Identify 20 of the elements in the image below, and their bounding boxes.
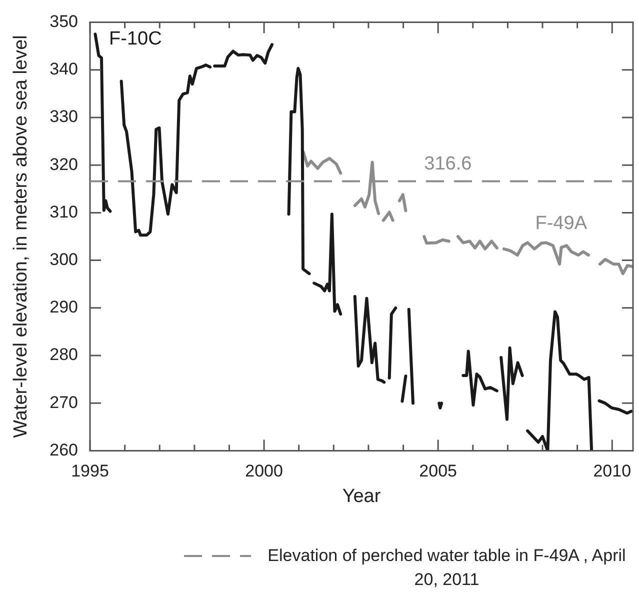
x-tick-label: 2010 <box>593 462 632 481</box>
x-tick-label: 1995 <box>71 462 109 481</box>
y-tick-label: 300 <box>50 250 78 269</box>
y-tick-label: 330 <box>50 107 78 126</box>
x-tick-label: 2000 <box>245 462 283 481</box>
y-axis-title: Water-level elevation, in meters above sea level <box>10 35 32 438</box>
y-tick-label: 340 <box>50 60 78 79</box>
annotation: 316.6 <box>424 153 472 174</box>
y-tick-label: 260 <box>50 440 78 460</box>
y-tick-label: 350 <box>50 12 78 31</box>
series-label: F-10C <box>109 28 162 50</box>
y-tick-label: 280 <box>50 345 78 364</box>
y-tick-label: 290 <box>50 298 78 317</box>
x-tick-label: 2005 <box>419 462 457 481</box>
y-tick-label: 270 <box>50 392 78 412</box>
y-tick-label: 320 <box>50 154 78 174</box>
y-tick-label: 310 <box>50 202 78 222</box>
series-label: F-49A <box>535 212 588 234</box>
legend-label: Elevation of perched water table in F-49A , April 20, 2011 <box>266 545 627 591</box>
x-axis-title: Year <box>342 486 382 507</box>
